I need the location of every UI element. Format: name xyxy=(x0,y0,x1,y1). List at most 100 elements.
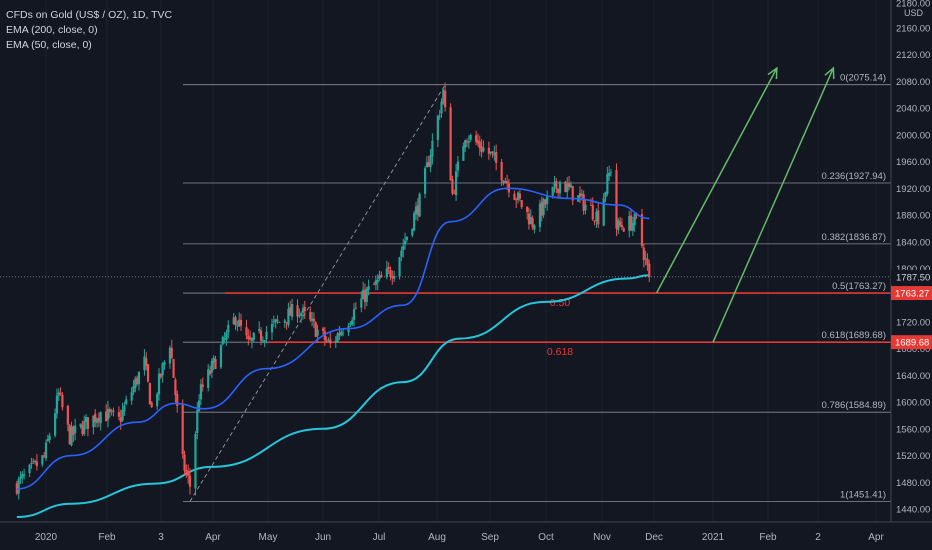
candle-body xyxy=(362,289,365,300)
candle-body xyxy=(380,275,383,278)
candle-body xyxy=(462,146,465,161)
ema50-path xyxy=(16,187,650,490)
candle-body xyxy=(631,223,634,231)
candle-body xyxy=(32,461,35,463)
candle-body xyxy=(208,370,212,374)
support-levels: 0.500.618 xyxy=(225,292,891,358)
candle-body xyxy=(59,392,62,395)
candle-body xyxy=(341,332,345,334)
price-tick-label: 1520.00 xyxy=(896,451,930,462)
candle-body xyxy=(274,319,277,323)
candle-body xyxy=(72,426,75,435)
candle-body xyxy=(66,405,69,425)
candle-body xyxy=(300,313,303,316)
candle-body xyxy=(223,338,226,340)
candle-body xyxy=(608,172,611,177)
time-tick-label: 2021 xyxy=(702,532,725,543)
candle-body xyxy=(43,455,46,457)
candle-body xyxy=(429,155,432,167)
candle-body xyxy=(617,219,620,231)
time-tick-label: Jun xyxy=(315,532,331,543)
candle-body xyxy=(172,358,175,378)
candle-body xyxy=(416,205,419,215)
candle-body xyxy=(83,421,86,435)
fib-label-0.236: 0.236(1927.94) xyxy=(822,171,886,182)
candle-body xyxy=(259,330,263,341)
price-tick-label: 1800.00 xyxy=(896,264,930,275)
candle-body xyxy=(593,220,596,222)
last-price-label: 1787.50 xyxy=(896,272,930,283)
candle-body xyxy=(558,181,562,194)
candle-body xyxy=(301,308,305,313)
candle-body xyxy=(597,210,600,225)
red-level-axis-label: 1763.27 xyxy=(895,289,929,300)
trend-line-dashed xyxy=(189,84,446,502)
candle-body xyxy=(325,340,328,342)
candle-body xyxy=(411,228,414,236)
candle-body xyxy=(606,174,609,195)
candle-body xyxy=(48,435,51,440)
projection-arrow xyxy=(655,67,778,294)
price-tick-label: 2160.00 xyxy=(896,24,930,35)
candle-body xyxy=(403,240,407,245)
candle-body xyxy=(199,384,203,400)
candle-body xyxy=(54,413,57,436)
candle-body xyxy=(187,471,190,476)
time-tick-label: Feb xyxy=(759,532,777,543)
candle-body xyxy=(542,198,545,215)
candle-body xyxy=(489,151,492,154)
legend-symbol[interactable]: CFDs on Gold (US$ / OZ), 1D, TVC xyxy=(6,9,173,21)
time-tick-label: 2 xyxy=(815,532,821,543)
candle-body xyxy=(121,410,124,421)
candle-body xyxy=(30,462,33,465)
candle-body xyxy=(125,399,128,404)
candle-body xyxy=(110,410,113,413)
candle-body xyxy=(374,280,377,285)
candle-body xyxy=(391,276,394,278)
candle-body xyxy=(272,321,275,323)
candle-body xyxy=(500,161,503,181)
candle-body xyxy=(451,179,454,194)
candle-body xyxy=(290,304,294,317)
candle-body xyxy=(130,392,133,401)
time-tick-label: 3 xyxy=(158,532,164,543)
time-tick-label: May xyxy=(259,532,278,543)
candle-body xyxy=(629,215,633,231)
candle-body xyxy=(413,213,416,231)
candle-body xyxy=(520,200,523,208)
candle-body xyxy=(402,245,405,251)
price-tick-label: 1480.00 xyxy=(896,478,930,489)
candle-body xyxy=(316,329,319,336)
candle-body xyxy=(185,469,188,473)
price-tick-label: 1640.00 xyxy=(896,371,930,382)
candle-body xyxy=(456,161,460,171)
fib-label-0.382: 0.382(1836.87) xyxy=(822,232,886,243)
candle-body xyxy=(276,319,279,321)
candle-body xyxy=(431,140,434,157)
candle-body xyxy=(527,213,531,225)
candle-body xyxy=(245,327,248,336)
candle-body xyxy=(487,147,490,154)
candle-body xyxy=(571,186,574,201)
candle-body xyxy=(289,307,292,316)
candle-body xyxy=(602,198,605,226)
candle-body xyxy=(385,268,388,277)
candle-body xyxy=(196,409,199,434)
candle-body xyxy=(157,373,161,395)
price-tick-label: 1600.00 xyxy=(896,398,930,409)
price-axis: 2180.00 2160.00 2120.00 2080.00 2040.00 2000.… xyxy=(890,0,932,522)
candle-body xyxy=(298,314,301,316)
candle-body xyxy=(360,298,363,308)
legend-ema200[interactable]: EMA (200, close, 0) xyxy=(6,24,98,36)
legend-ema50[interactable]: EMA (50, close, 0) xyxy=(6,39,92,51)
time-tick-label: Oct xyxy=(538,532,554,543)
price-tick-label: 1440.00 xyxy=(896,505,930,516)
candle-body xyxy=(212,357,215,363)
candle-body xyxy=(425,162,429,168)
time-tick-label: Feb xyxy=(98,532,116,543)
candle-body xyxy=(232,317,235,325)
candle-body xyxy=(595,211,598,222)
candle-body xyxy=(239,320,243,326)
